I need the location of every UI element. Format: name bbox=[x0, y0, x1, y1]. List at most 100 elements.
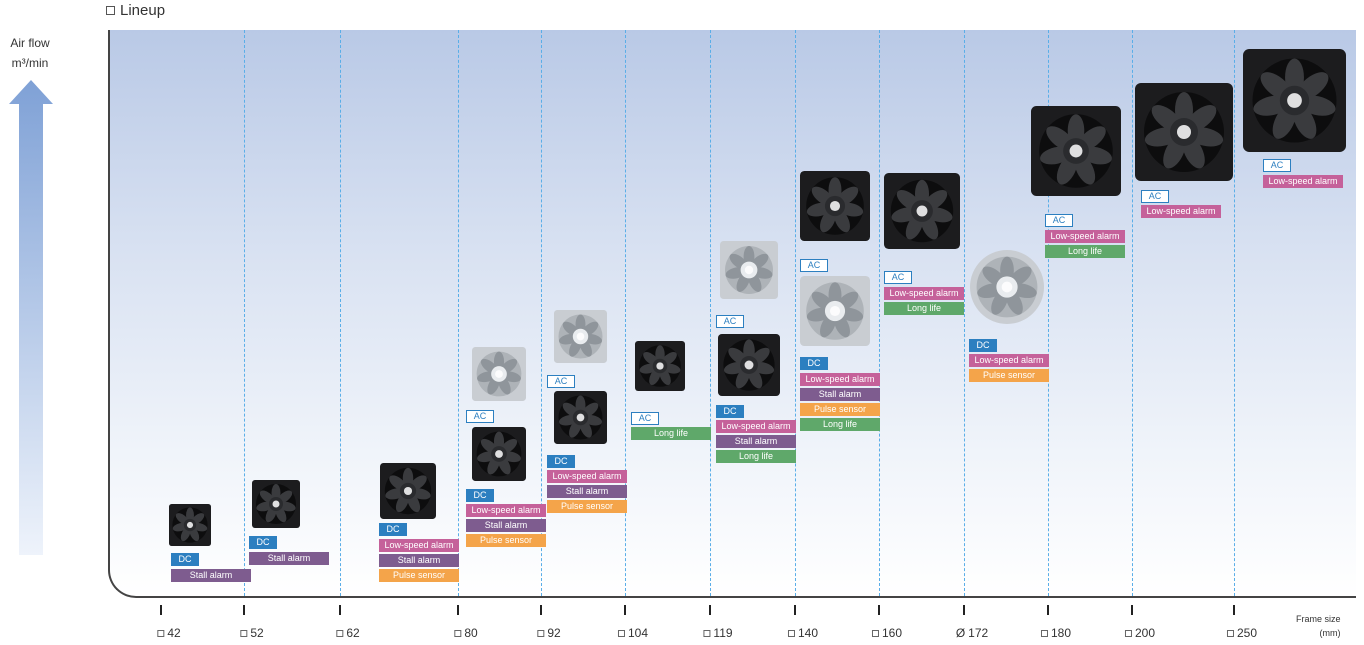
dc-tag: DC bbox=[171, 553, 199, 566]
frame-gridline bbox=[458, 30, 459, 596]
fan-icon bbox=[634, 340, 686, 397]
frame-gridline bbox=[964, 30, 965, 596]
x-axis-title: Frame size bbox=[1296, 614, 1341, 624]
frame-label: 62 bbox=[336, 626, 360, 640]
frame-label: 42 bbox=[157, 626, 181, 640]
fan-icon bbox=[251, 479, 301, 534]
ac-tag: AC bbox=[631, 412, 659, 425]
frame-label-value: 42 bbox=[167, 626, 181, 640]
frame-label-value: 92 bbox=[547, 626, 561, 640]
stall-alarm-tag: Stall alarm bbox=[716, 435, 796, 448]
dc-tag: DC bbox=[379, 523, 407, 536]
low-speed-alarm-tag: Low-speed alarm bbox=[379, 539, 459, 552]
frame-tick bbox=[243, 605, 245, 615]
fan-icon bbox=[168, 503, 212, 552]
long-life-tag: Long life bbox=[884, 302, 964, 315]
ac-tag: AC bbox=[1045, 214, 1073, 227]
frame-gridline bbox=[625, 30, 626, 596]
fan-icon bbox=[1242, 48, 1347, 158]
frame-gridline bbox=[340, 30, 341, 596]
stall-alarm-tag: Stall alarm bbox=[249, 552, 329, 565]
frame-tick bbox=[339, 605, 341, 615]
frame-label: 250 bbox=[1226, 626, 1258, 640]
frame-tick bbox=[709, 605, 711, 615]
stall-alarm-tag: Stall alarm bbox=[547, 485, 627, 498]
square-frame-icon bbox=[240, 629, 248, 637]
frame-gridline bbox=[1048, 30, 1049, 596]
low-speed-alarm-tag: Low-speed alarm bbox=[1045, 230, 1125, 243]
square-frame-icon bbox=[537, 629, 545, 637]
frame-tick bbox=[878, 605, 880, 615]
frame-tick bbox=[794, 605, 796, 615]
square-frame-icon bbox=[871, 629, 879, 637]
frame-label: 160 bbox=[871, 626, 903, 640]
frame-label-value: 250 bbox=[1236, 626, 1258, 640]
square-frame-icon bbox=[1124, 629, 1132, 637]
frame-label-value: 160 bbox=[881, 626, 903, 640]
frame-gridline bbox=[710, 30, 711, 596]
frame-tick bbox=[1047, 605, 1049, 615]
frame-label: Ø 172 bbox=[956, 626, 988, 640]
frame-label-value: 52 bbox=[250, 626, 264, 640]
frame-gridline bbox=[879, 30, 880, 596]
square-frame-icon bbox=[336, 629, 344, 637]
fan-icon bbox=[717, 333, 781, 402]
pulse-sensor-tag: Pulse sensor bbox=[800, 403, 880, 416]
dc-tag: DC bbox=[716, 405, 744, 418]
y-axis-unit: m³/min bbox=[11, 56, 49, 70]
frame-tick bbox=[624, 605, 626, 615]
fan-icon bbox=[1030, 105, 1122, 202]
low-speed-alarm-tag: Low-speed alarm bbox=[547, 470, 627, 483]
low-speed-alarm-tag: Low-speed alarm bbox=[1141, 205, 1221, 218]
fan-icon bbox=[471, 346, 527, 407]
frame-label: 52 bbox=[240, 626, 264, 640]
frame-label-value: 172 bbox=[968, 626, 989, 640]
pulse-sensor-tag: Pulse sensor bbox=[466, 534, 546, 547]
frame-label-value: 180 bbox=[1050, 626, 1072, 640]
low-speed-alarm-tag: Low-speed alarm bbox=[466, 504, 546, 517]
ac-tag: AC bbox=[716, 315, 744, 328]
dc-tag: DC bbox=[969, 339, 997, 352]
fan-icon bbox=[969, 249, 1045, 330]
x-axis-label: Frame size (mm) bbox=[1296, 612, 1341, 640]
ac-tag: AC bbox=[884, 271, 912, 284]
dc-tag: DC bbox=[547, 455, 575, 468]
frame-label: 180 bbox=[1040, 626, 1072, 640]
frame-gridline bbox=[244, 30, 245, 596]
y-axis-title: Air flow bbox=[10, 36, 50, 50]
low-speed-alarm-tag: Low-speed alarm bbox=[716, 420, 796, 433]
long-life-tag: Long life bbox=[1045, 245, 1125, 258]
title-text: Lineup bbox=[120, 2, 166, 19]
page-title: Lineup bbox=[106, 2, 165, 19]
dc-tag: DC bbox=[466, 489, 494, 502]
frame-tick bbox=[540, 605, 542, 615]
frame-tick bbox=[457, 605, 459, 615]
frame-label-value: 140 bbox=[797, 626, 819, 640]
fan-icon bbox=[799, 170, 871, 247]
frame-label: 80 bbox=[454, 626, 478, 640]
frame-label: 119 bbox=[703, 626, 733, 640]
frame-gridline bbox=[1234, 30, 1235, 596]
square-frame-icon bbox=[703, 629, 711, 637]
stall-alarm-tag: Stall alarm bbox=[800, 388, 880, 401]
frame-label-value: 119 bbox=[713, 626, 733, 640]
fan-icon bbox=[553, 390, 608, 450]
long-life-tag: Long life bbox=[800, 418, 880, 431]
pulse-sensor-tag: Pulse sensor bbox=[547, 500, 627, 513]
fan-icon bbox=[553, 309, 608, 369]
ac-tag: AC bbox=[800, 259, 828, 272]
frame-label-value: 104 bbox=[627, 626, 649, 640]
frame-gridline bbox=[795, 30, 796, 596]
dc-tag: DC bbox=[800, 357, 828, 370]
frame-tick bbox=[160, 605, 162, 615]
low-speed-alarm-tag: Low-speed alarm bbox=[969, 354, 1049, 367]
square-frame-icon bbox=[1226, 629, 1234, 637]
ac-tag: AC bbox=[547, 375, 575, 388]
dc-tag: DC bbox=[249, 536, 277, 549]
ac-tag: AC bbox=[466, 410, 494, 423]
pulse-sensor-tag: Pulse sensor bbox=[969, 369, 1049, 382]
square-frame-icon bbox=[787, 629, 795, 637]
frame-tick bbox=[963, 605, 965, 615]
fan-icon bbox=[719, 240, 779, 305]
long-life-tag: Long life bbox=[716, 450, 796, 463]
